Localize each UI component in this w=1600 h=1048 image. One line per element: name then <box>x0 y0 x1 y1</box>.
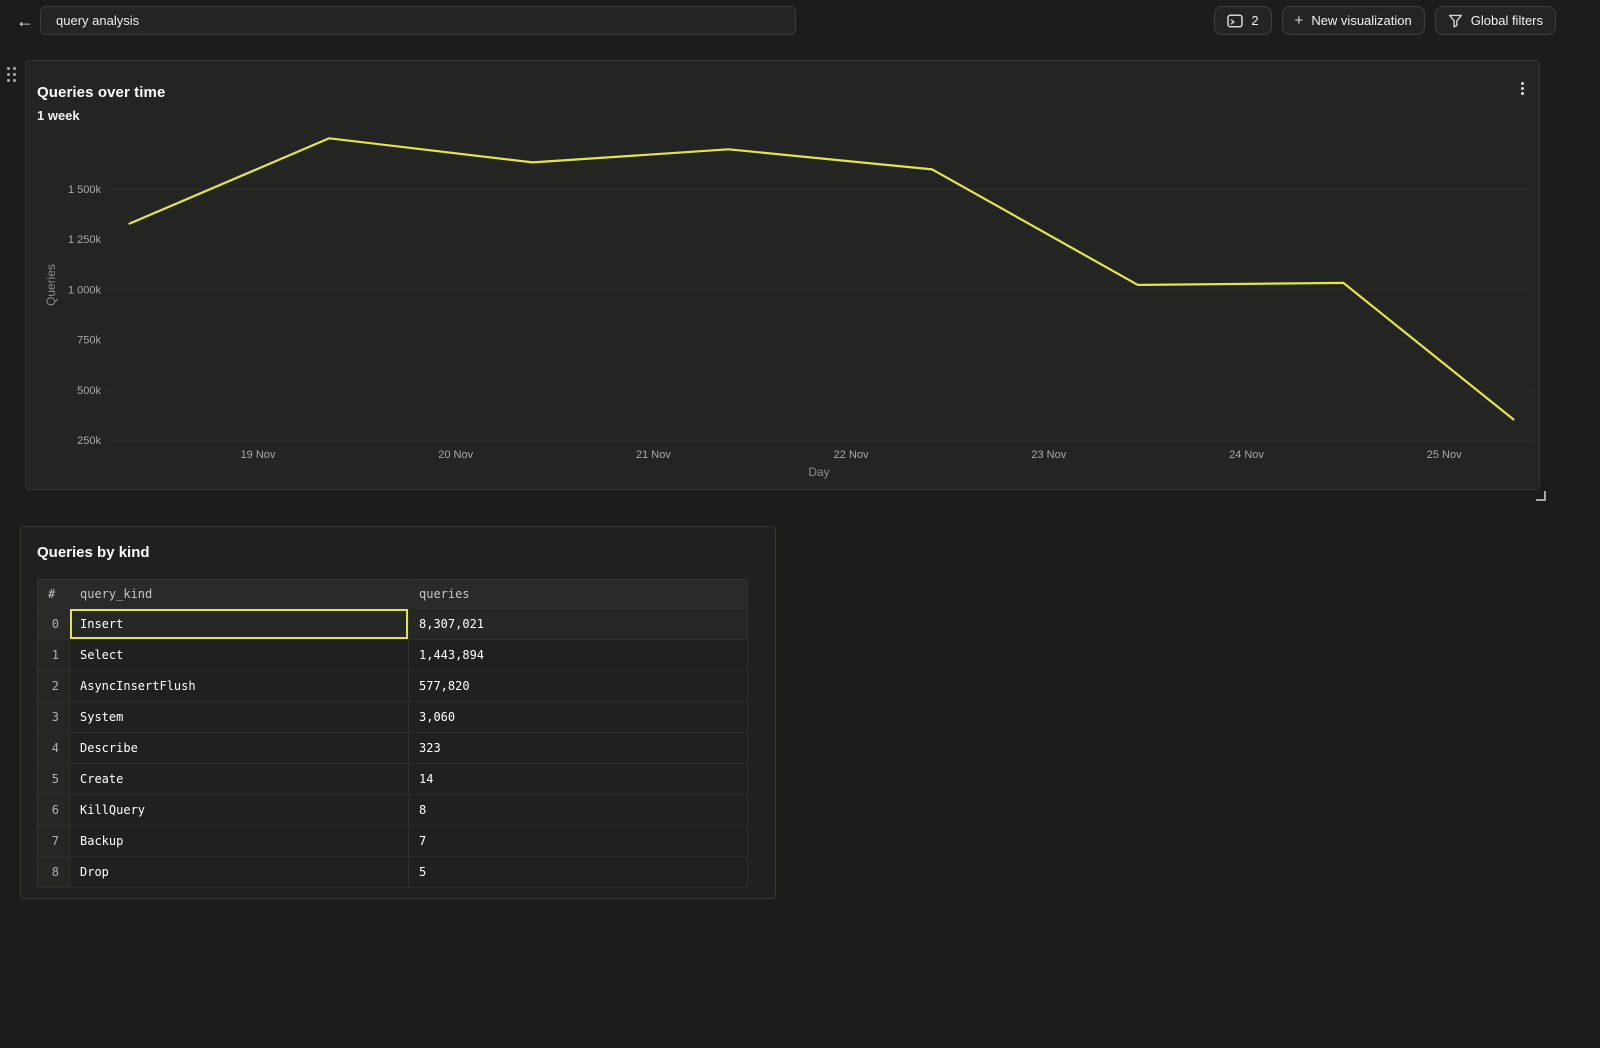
table-row: 4 Describe 323 <box>37 732 748 764</box>
x-tick-label: 19 Nov <box>241 449 276 461</box>
query-kind-cell[interactable]: Select <box>69 639 409 671</box>
chart-panel-title: Queries over time <box>37 84 166 101</box>
query-kind-cell[interactable]: Drop <box>69 856 409 888</box>
x-tick-label: 20 Nov <box>438 449 473 461</box>
row-index-cell: 6 <box>37 794 70 826</box>
query-kind-cell[interactable]: Insert <box>69 608 409 640</box>
table-row: 5 Create 14 <box>37 763 748 795</box>
y-tick-label: 250k <box>77 435 101 447</box>
x-tick-label: 25 Nov <box>1427 449 1462 461</box>
query-kind-cell[interactable]: Describe <box>69 732 409 764</box>
queries-by-kind-panel: Queries by kind # query_kind queries 0 Inse… <box>20 526 776 899</box>
queries-count-cell[interactable]: 14 <box>408 763 748 795</box>
row-index-cell: 0 <box>37 608 70 640</box>
table-row: 2 AsyncInsertFlush 577,820 <box>37 670 748 702</box>
queries-count-cell[interactable]: 323 <box>408 732 748 764</box>
back-button[interactable]: ← <box>12 8 38 34</box>
table-row: 1 Select 1,443,894 <box>37 639 748 671</box>
y-tick-label: 750k <box>77 335 101 347</box>
dashboard-title-input[interactable] <box>40 6 796 35</box>
row-index-cell: 8 <box>37 856 70 888</box>
panel-drag-handle-icon[interactable] <box>7 67 20 84</box>
y-tick-label: 1 250k <box>68 234 102 246</box>
row-index-cell: 7 <box>37 825 70 857</box>
queries-count-cell[interactable]: 577,820 <box>408 670 748 702</box>
x-tick-label: 22 Nov <box>834 449 869 461</box>
y-tick-label: 1 000k <box>68 284 102 296</box>
table-row: 3 System 3,060 <box>37 701 748 733</box>
queries-over-time-plot[interactable]: 250k 500k 750k 1 000k 1 250k 1 500k 19 Nov 20 N… <box>34 127 1534 485</box>
query-kind-cell[interactable]: AsyncInsertFlush <box>69 670 409 702</box>
x-tick-label: 21 Nov <box>636 449 671 461</box>
query-kind-cell[interactable]: KillQuery <box>69 794 409 826</box>
y-axis-title: Queries <box>44 264 58 306</box>
topbar: ← 2 + New visualization Global filters <box>0 0 1600 42</box>
console-tabs-count: 2 <box>1251 13 1259 28</box>
queries-count-cell[interactable]: 7 <box>408 825 748 857</box>
column-header-queries[interactable]: queries <box>408 579 748 609</box>
table-row: 6 KillQuery 8 <box>37 794 748 826</box>
queries-count-cell[interactable]: 8 <box>408 794 748 826</box>
funnel-icon <box>1448 14 1463 28</box>
query-kind-cell[interactable]: Backup <box>69 825 409 857</box>
y-tick-label: 500k <box>77 385 101 397</box>
y-tick-label: 1 500k <box>68 184 102 196</box>
x-tick-label: 23 Nov <box>1031 449 1066 461</box>
table-panel-title: Queries by kind <box>37 544 150 561</box>
row-index-cell: 3 <box>37 701 70 733</box>
table-row: 8 Drop 5 <box>37 856 748 888</box>
row-index-cell: 1 <box>37 639 70 671</box>
x-axis-title: Day <box>808 465 829 479</box>
chart-panel-subtitle: 1 week <box>37 108 80 123</box>
row-index-cell: 2 <box>37 670 70 702</box>
topbar-actions: 2 + New visualization Global filters <box>1214 6 1556 35</box>
queries-count-cell[interactable]: 5 <box>408 856 748 888</box>
table-row: 0 Insert 8,307,021 <box>37 608 748 640</box>
global-filters-label: Global filters <box>1470 13 1543 28</box>
global-filters-button[interactable]: Global filters <box>1434 6 1556 35</box>
queries-by-kind-table: # query_kind queries 0 Insert 8,307,021 1 Sele… <box>37 579 748 888</box>
console-window-icon <box>1227 13 1244 28</box>
chart-kebab-menu-icon[interactable] <box>1513 78 1531 98</box>
queries-line-series <box>128 137 1515 421</box>
new-visualization-label: New visualization <box>1311 13 1412 28</box>
query-kind-cell[interactable]: Create <box>69 763 409 795</box>
queries-count-cell[interactable]: 3,060 <box>408 701 748 733</box>
table-row: 7 Backup 7 <box>37 825 748 857</box>
x-tick-label: 24 Nov <box>1229 449 1264 461</box>
query-kind-cell[interactable]: System <box>69 701 409 733</box>
new-visualization-button[interactable]: + New visualization <box>1281 6 1425 35</box>
row-index-cell: 5 <box>37 763 70 795</box>
panel-resize-handle[interactable] <box>1536 491 1546 501</box>
queries-count-cell[interactable]: 8,307,021 <box>408 608 748 640</box>
column-header-index[interactable]: # <box>37 579 70 609</box>
plus-icon: + <box>1294 12 1304 29</box>
row-index-cell: 4 <box>37 732 70 764</box>
queries-count-cell[interactable]: 1,443,894 <box>408 639 748 671</box>
back-arrow-icon: ← <box>16 10 34 31</box>
queries-over-time-panel: Queries over time 1 week 250k 500k 750k 1 0… <box>25 60 1540 490</box>
column-header-query_kind[interactable]: query_kind <box>69 579 409 609</box>
table-header: # query_kind queries <box>37 579 748 609</box>
console-tabs-button[interactable]: 2 <box>1214 6 1272 35</box>
